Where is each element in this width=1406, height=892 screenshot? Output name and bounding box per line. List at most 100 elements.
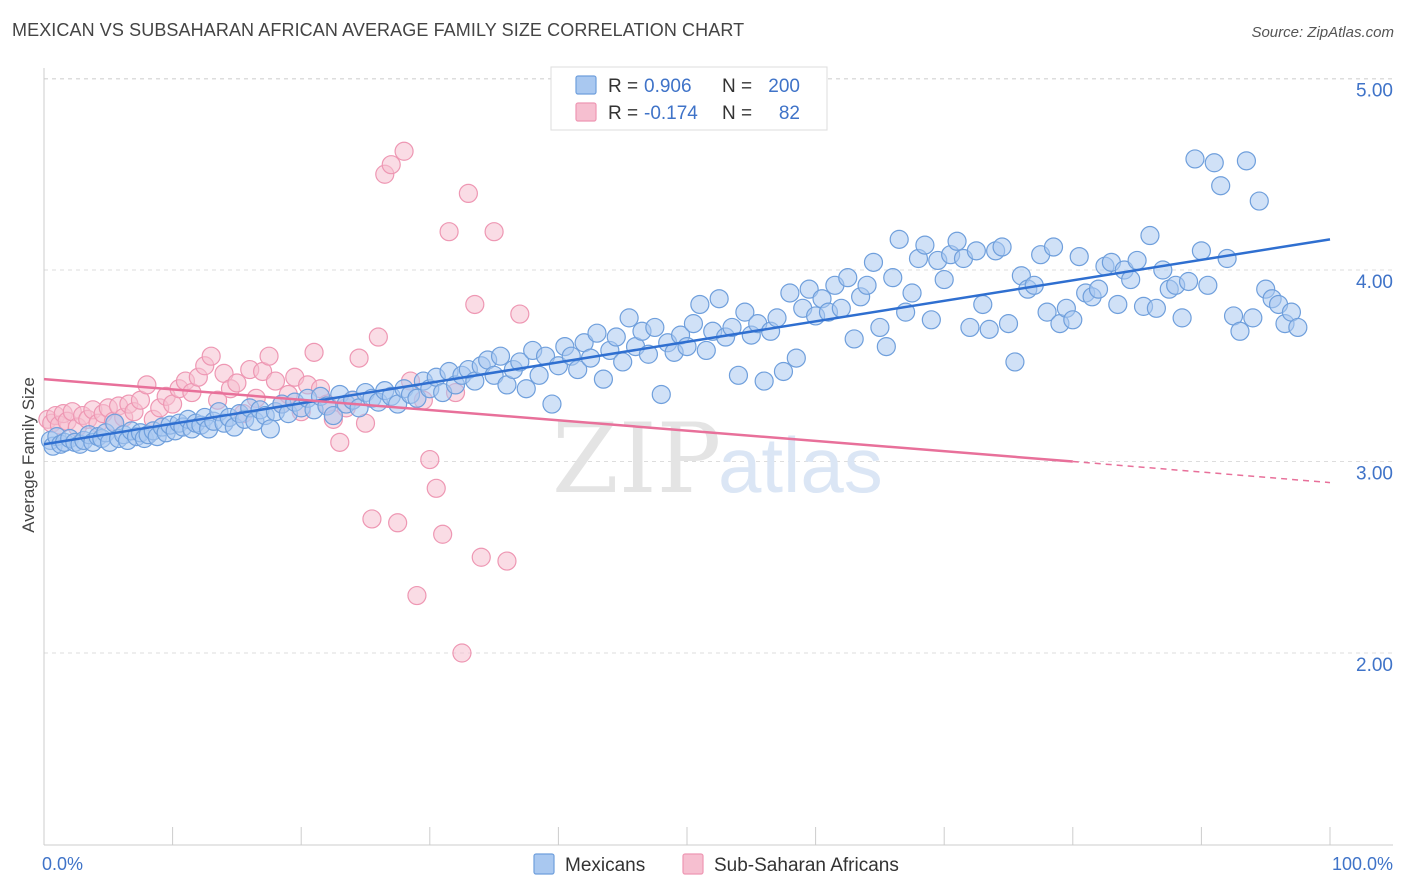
stats-legend: R = 0.906 N = 200 R = -0.174 N = 82 xyxy=(550,66,828,131)
mexicans-point xyxy=(844,329,864,349)
series-legend-sub-saharan: Sub-Saharan Africans xyxy=(714,855,899,876)
sub-saharan-point xyxy=(388,513,408,533)
mexicans-point xyxy=(773,361,794,382)
mexicans-point xyxy=(1108,294,1128,315)
mexicans-point xyxy=(1005,352,1025,372)
legend-r-value-2: -0.174 xyxy=(644,103,698,124)
sub-saharan-point xyxy=(304,342,324,362)
legend-n-label-1: N = xyxy=(722,76,752,97)
sub-saharan-point xyxy=(227,373,247,393)
mexicans-point xyxy=(1198,275,1218,295)
mexicans-point xyxy=(683,314,704,334)
stats-legend-box xyxy=(550,66,828,131)
sub-saharan-trend-extension xyxy=(1072,460,1331,484)
mexicans-trend-line xyxy=(43,238,1331,446)
mexicans-point xyxy=(767,308,787,328)
mexicans-point xyxy=(889,229,909,249)
mexicans-point xyxy=(831,298,851,318)
mexicans-point xyxy=(490,346,511,366)
mexicans-point xyxy=(1127,250,1147,271)
x-tick-label-start: 0.0% xyxy=(42,854,83,874)
mexicans-point xyxy=(407,388,427,408)
sub-saharan-point xyxy=(510,304,530,324)
mexicans-point xyxy=(1211,176,1231,196)
mexicans-point xyxy=(1204,153,1224,173)
series-legend-swatch-sub-saharan xyxy=(682,853,704,875)
y-axis-label: Average Family Size xyxy=(19,377,38,533)
mexicans-point xyxy=(1249,191,1269,211)
sub-saharan-point xyxy=(458,183,478,203)
series-legend: Mexicans Sub-Saharan Africans xyxy=(533,853,899,876)
axes xyxy=(43,68,1393,846)
sub-saharan-point xyxy=(433,524,453,544)
mexicans-point xyxy=(516,379,536,399)
legend-r-label-1: R = xyxy=(608,76,638,97)
sub-saharan-point xyxy=(471,547,491,567)
mexicans-point xyxy=(593,369,614,389)
mexicans-point xyxy=(754,371,774,391)
sub-saharan-point xyxy=(465,294,485,315)
sub-saharan-point xyxy=(381,155,401,175)
mexicans-point xyxy=(1172,308,1192,328)
y-tick-label: 4.00 xyxy=(1356,272,1393,293)
mexicans-point xyxy=(921,310,941,330)
mexicans-point xyxy=(863,252,884,272)
mexicans-point xyxy=(1063,310,1083,330)
mexicans-point xyxy=(606,327,626,347)
sub-saharan-point xyxy=(330,432,350,452)
mexicans-point xyxy=(973,294,993,315)
mexicans-point xyxy=(1140,225,1160,246)
mexicans-point xyxy=(1230,321,1250,341)
sub-saharan-point xyxy=(349,348,369,368)
watermark-zip: ZIP xyxy=(552,403,721,515)
mexicans-point xyxy=(857,275,877,295)
mexicans-point xyxy=(1146,298,1166,318)
mexicans-point xyxy=(529,365,549,385)
y-tick-label: 2.00 xyxy=(1356,655,1393,676)
mexicans-point xyxy=(709,289,729,309)
y-tick-label: 3.00 xyxy=(1356,464,1393,485)
watermark: ZIP atlas xyxy=(552,403,883,515)
mexicans-point xyxy=(799,279,819,299)
sub-saharan-point xyxy=(426,478,446,498)
legend-r-label-2: R = xyxy=(608,103,638,124)
mexicans-point xyxy=(992,237,1012,257)
mexicans-point xyxy=(690,294,710,315)
sub-saharan-point xyxy=(407,585,427,606)
sub-saharan-point xyxy=(362,509,382,529)
sub-saharan-point xyxy=(137,375,157,395)
mexicans-point xyxy=(1088,279,1109,299)
mexicans-point xyxy=(1185,149,1205,169)
legend-n-value-1: 200 xyxy=(768,76,800,97)
trend-lines xyxy=(43,238,1331,484)
legend-swatch-mexicans xyxy=(575,75,597,95)
mexicans-point xyxy=(722,317,742,338)
legend-swatch-sub-saharan xyxy=(575,102,597,122)
mexicans-point xyxy=(979,319,999,339)
mexicans-point xyxy=(696,340,716,361)
mexicans-point xyxy=(960,317,980,338)
mexicans-point xyxy=(542,394,562,414)
sub-saharan-point xyxy=(201,346,221,366)
mexicans-point xyxy=(1153,260,1173,280)
source-label: Source: ZipAtlas.com xyxy=(1251,24,1394,41)
mexicans-point xyxy=(510,352,530,372)
mexicans-point xyxy=(728,365,749,385)
sub-saharan-point xyxy=(265,371,286,391)
mexicans-point xyxy=(883,268,903,288)
mexicans-point xyxy=(1288,317,1308,338)
mexicans-point xyxy=(323,405,343,426)
mexicans-point xyxy=(260,419,280,439)
y-tick-label: 5.00 xyxy=(1356,81,1393,102)
mexicans-point xyxy=(934,269,954,290)
x-tick-label-end: 100.0% xyxy=(1332,854,1393,874)
sub-saharan-point xyxy=(484,222,504,242)
sub-saharan-point xyxy=(420,449,440,470)
series-legend-swatch-mexicans xyxy=(533,853,555,875)
mexicans-point xyxy=(786,348,806,368)
sub-saharan-point xyxy=(497,551,517,571)
legend-n-label-2: N = xyxy=(722,103,752,124)
sub-saharan-point xyxy=(368,327,388,347)
mexicans-point xyxy=(1243,308,1263,328)
mexicans-point xyxy=(587,323,607,343)
